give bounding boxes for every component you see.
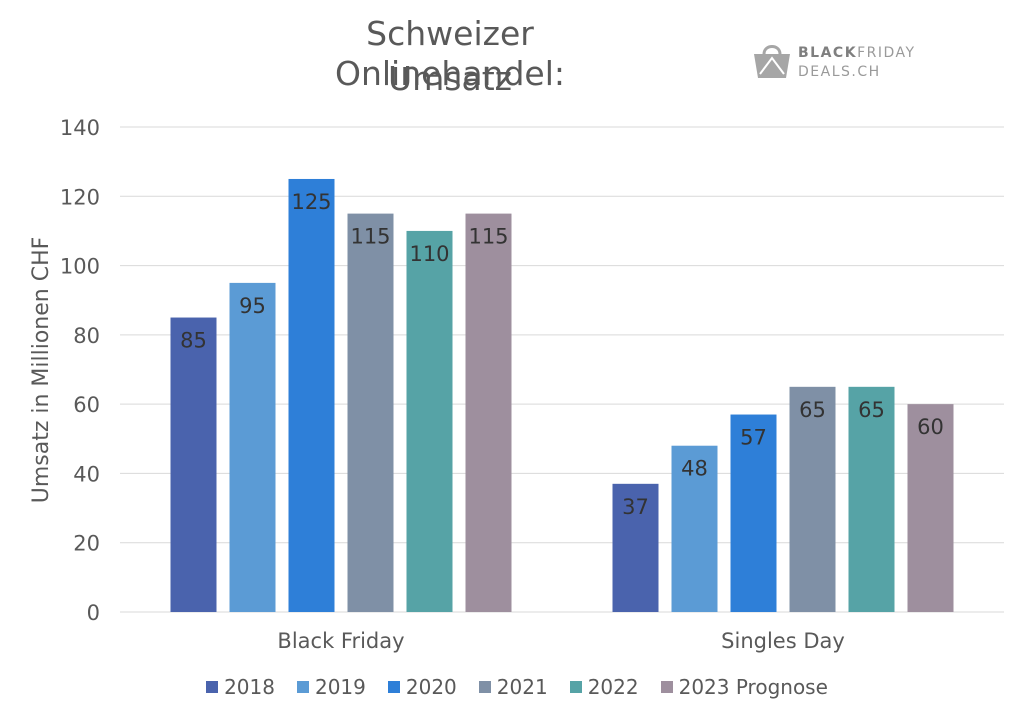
data-label: 65 — [858, 398, 885, 422]
data-label: 125 — [291, 190, 331, 214]
x-category-label: Black Friday — [277, 629, 404, 653]
y-tick-label: 120 — [60, 185, 100, 209]
x-category-label: Singles Day — [721, 629, 845, 653]
legend-item: 2021 — [478, 675, 548, 699]
legend-item: 2019 — [296, 675, 366, 699]
y-tick-label: 140 — [60, 116, 100, 140]
legend-label: 2018 — [224, 675, 275, 699]
legend-swatch — [387, 681, 400, 693]
bar-2022-singles-day — [848, 386, 895, 612]
legend-label: 2020 — [405, 675, 457, 699]
bar-2022-black-friday — [406, 230, 453, 612]
bar-2021-singles-day — [789, 386, 836, 612]
chart-title-line-1: Schweizer Onlinehandel: — [334, 14, 566, 93]
legend-item: 2018 — [206, 675, 275, 699]
logo-black: BLACK — [798, 45, 858, 61]
data-label: 37 — [622, 495, 649, 519]
x-axis-categories: Black Friday Singles Day — [277, 629, 844, 653]
bar-2020-black-friday — [288, 178, 335, 612]
bar-2018-black-friday — [170, 317, 217, 612]
legend-item: 2023 Prognose — [660, 675, 828, 699]
bar-2023-prognose-singles-day — [907, 404, 954, 612]
legend-swatch — [478, 681, 491, 693]
y-axis-ticks: 0 20 40 60 80 100 120 140 — [60, 116, 100, 625]
chart-title-line-2: Umsatz — [388, 59, 512, 98]
legend-label: 2021 — [496, 675, 548, 699]
data-label: 85 — [180, 329, 207, 353]
legend-label: 2019 — [314, 675, 366, 699]
legend-label: 2023 Prognose — [678, 675, 828, 699]
legend-swatch — [660, 681, 673, 693]
legend: 2018 2019 2020 2021 2022 2023 Prognose — [0, 672, 1024, 702]
legend-swatch — [206, 681, 219, 693]
bar-2023-prognose-black-friday — [465, 213, 512, 612]
logo-text-line-1: BLACKFRIDAY — [798, 45, 916, 61]
y-tick-label: 100 — [60, 255, 100, 279]
data-label: 115 — [468, 225, 508, 249]
y-axis-label: Umsatz in Millionen CHF — [29, 237, 54, 504]
data-label: 95 — [239, 294, 266, 318]
data-label: 115 — [350, 225, 390, 249]
logo-text-line-2: DEALS.CH — [798, 64, 881, 80]
legend-item: 2022 — [569, 675, 639, 699]
legend-swatch — [296, 681, 309, 693]
bar-2019-singles-day — [671, 445, 718, 612]
data-label: 60 — [917, 415, 944, 439]
logo-friday: FRIDAY — [857, 45, 916, 61]
y-tick-label: 0 — [87, 601, 100, 625]
y-tick-label: 40 — [73, 462, 100, 486]
legend-item: 2020 — [387, 675, 457, 699]
bar-2018-singles-day — [612, 483, 659, 612]
y-tick-label: 60 — [73, 393, 100, 417]
data-labels: 85 95 125 115 110 115 37 48 57 65 65 60 — [180, 190, 944, 519]
legend-swatch — [569, 681, 582, 693]
bars — [170, 178, 954, 612]
data-label: 57 — [740, 426, 767, 450]
bar-2021-black-friday — [347, 213, 394, 612]
brand-logo: BLACKFRIDAY DEALS.CH — [750, 40, 950, 84]
legend-label: 2022 — [587, 675, 639, 699]
y-tick-label: 80 — [73, 324, 100, 348]
shopping-bag-icon — [754, 45, 790, 78]
bar-2019-black-friday — [229, 282, 276, 612]
data-label: 48 — [681, 457, 708, 481]
data-label: 65 — [799, 398, 826, 422]
bar-2020-singles-day — [730, 414, 777, 612]
data-label: 110 — [409, 242, 449, 266]
y-tick-label: 20 — [73, 532, 100, 556]
